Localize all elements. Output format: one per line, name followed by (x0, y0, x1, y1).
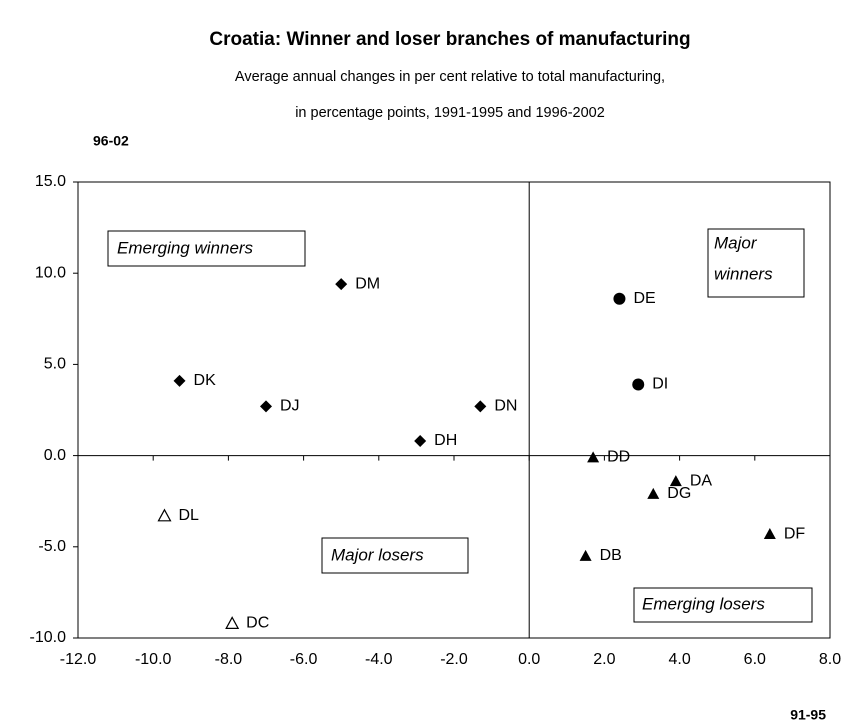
marker (225, 616, 240, 630)
annotation: Emerging losers (642, 594, 765, 613)
point-label: DH (434, 432, 457, 449)
marker (474, 400, 487, 413)
point-label: DN (494, 398, 517, 415)
y-tick-label: 5.0 (44, 356, 66, 373)
plot-frame (77, 181, 831, 639)
marker (260, 400, 272, 413)
chart-subtitle: Average annual changes in per cent relat… (235, 69, 665, 85)
annotation-box (707, 228, 805, 298)
annotation: Major losers (331, 545, 424, 564)
x-tick-label: -12.0 (60, 651, 97, 668)
point-label: DC (246, 615, 269, 632)
y-tick-label: 0.0 (44, 447, 66, 464)
annotation: Emerging winners (117, 238, 254, 257)
x-tick-label: 2.0 (593, 651, 615, 668)
marker (579, 549, 592, 561)
point-label: DG (667, 485, 691, 502)
point-label: DK (194, 372, 217, 389)
annotation: winners (714, 264, 773, 283)
y-tick-label: 15.0 (35, 173, 66, 190)
point-label: DJ (280, 398, 300, 415)
point-label: DM (355, 275, 380, 292)
marker (669, 475, 682, 487)
point-label: DD (607, 449, 630, 466)
x-tick-label: -2.0 (440, 651, 468, 668)
point-label: DA (690, 472, 713, 489)
x-tick-label: 8.0 (819, 651, 841, 668)
marker (414, 435, 427, 448)
x-tick-label: 6.0 (744, 651, 766, 668)
chart-title: Croatia: Winner and loser branches of ma… (209, 29, 690, 50)
point-label: DE (633, 290, 655, 307)
y-axis-title: 96-02 (93, 133, 129, 149)
y-tick-label: 10.0 (35, 264, 66, 281)
y-tick-label: -10.0 (30, 629, 67, 646)
x-axis-title: 91-95 (790, 707, 826, 723)
marker (632, 378, 645, 391)
chart-subtitle: in percentage points, 1991-1995 and 1996… (295, 105, 605, 121)
point-label: DB (600, 547, 622, 564)
annotation-box (633, 587, 813, 623)
x-tick-label: 0.0 (518, 651, 540, 668)
marker (647, 487, 660, 499)
annotation-box (321, 537, 469, 574)
marker (587, 451, 600, 463)
x-tick-label: -6.0 (290, 651, 318, 668)
x-tick-label: 4.0 (668, 651, 690, 668)
annotation: Major (714, 233, 758, 252)
x-tick-label: -8.0 (215, 651, 243, 668)
marker (173, 374, 186, 387)
marker (763, 528, 776, 540)
x-tick-label: -4.0 (365, 651, 393, 668)
marker (613, 292, 626, 305)
x-tick-label: -10.0 (135, 651, 172, 668)
marker (157, 508, 172, 522)
point-label: DI (652, 376, 668, 393)
annotation-box (107, 230, 306, 267)
point-label: DF (784, 525, 806, 542)
marker (335, 278, 348, 291)
y-tick-label: -5.0 (38, 538, 66, 555)
point-label: DL (178, 507, 199, 524)
